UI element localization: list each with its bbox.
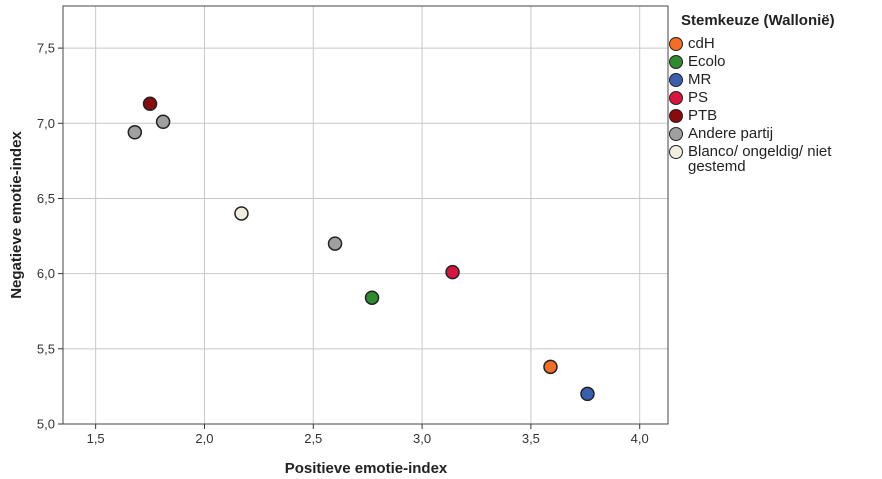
legend-items: cdH Ecolo MR PS PTB Andere partij Blanco/ onge… — [669, 35, 879, 174]
y-tick-label: 5,0 — [37, 417, 55, 432]
legend-swatch — [669, 109, 683, 123]
legend-item: Blanco/ ongeldig/ niet gestemd — [669, 143, 879, 174]
y-tick-label: 7,0 — [37, 116, 55, 131]
data-point — [142, 96, 158, 111]
legend-swatch — [669, 91, 683, 105]
legend-label: MR — [688, 71, 712, 88]
x-axis-title: Positieve emotie-index — [285, 460, 448, 477]
x-tick-labels: 1,5 2,0 2,5 3,0 3,5 4,0 — [87, 431, 649, 446]
x-tick-label: 4,0 — [631, 431, 649, 446]
legend-item: PTB — [669, 107, 879, 123]
legend-swatch — [669, 127, 683, 141]
data-point — [155, 114, 171, 130]
legend-swatch — [669, 37, 683, 51]
legend-label: PS — [688, 89, 709, 106]
legend-item: Andere partij — [669, 125, 879, 141]
data-points — [127, 96, 595, 402]
legend-label: Ecolo — [688, 53, 726, 70]
x-tick-label: 3,5 — [522, 431, 540, 446]
axes — [58, 5, 669, 429]
data-point — [543, 359, 558, 375]
data-point — [364, 290, 380, 305]
legend-label: PTB — [688, 107, 718, 124]
y-tick-label: 6,5 — [37, 191, 55, 206]
data-point — [445, 264, 460, 280]
data-point — [234, 206, 249, 221]
legend-swatch — [669, 73, 683, 87]
legend-item: Ecolo — [669, 53, 879, 69]
x-tick-label: 2,5 — [304, 431, 322, 446]
legend-label: Blanco/ ongeldig/ niet gestemd — [688, 143, 832, 175]
y-tick-label: 5,5 — [37, 341, 55, 356]
data-point — [580, 386, 595, 402]
legend-title: Stemkeuze (Wallonië) — [681, 12, 835, 29]
legend-label: Andere partij — [688, 125, 774, 142]
x-tick-label: 3,0 — [413, 431, 431, 446]
x-tick-label: 2,0 — [195, 431, 213, 446]
y-tick-labels: 5,0 5,5 6,0 6,5 7,0 7,5 — [37, 41, 55, 432]
plot-frame — [62, 5, 669, 425]
data-point — [327, 236, 343, 251]
grid — [63, 6, 668, 425]
legend-swatch — [669, 55, 683, 69]
legend: Stemkeuze (Wallonië) cdH Ecolo MR PS PTB Ande… — [669, 12, 879, 176]
data-point — [127, 125, 143, 140]
legend-label: cdH — [688, 35, 715, 52]
legend-item: PS — [669, 89, 879, 105]
legend-item: MR — [669, 71, 879, 87]
legend-swatch — [669, 145, 683, 159]
y-axis-title: Negatieve emotie-index — [8, 131, 25, 299]
legend-item: cdH — [669, 35, 879, 51]
y-tick-label: 7,5 — [37, 41, 55, 56]
y-tick-label: 6,0 — [37, 266, 55, 281]
x-tick-label: 1,5 — [87, 431, 105, 446]
